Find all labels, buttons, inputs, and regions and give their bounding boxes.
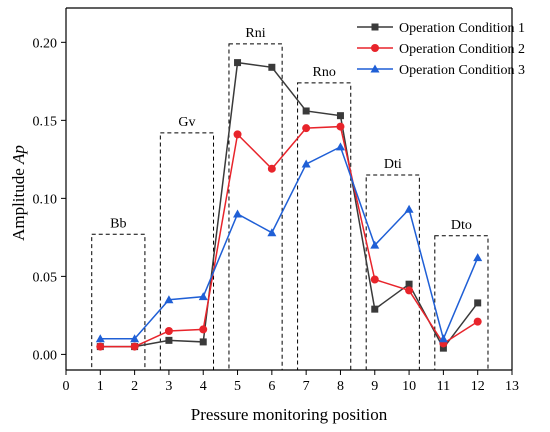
series-3-point-6 xyxy=(267,228,277,237)
legend-label-1: Operation Condition 1 xyxy=(399,21,525,36)
series-3-point-1 xyxy=(95,334,105,343)
series-1-point-5 xyxy=(234,59,242,67)
series-3-point-11 xyxy=(438,334,448,343)
series-3-point-9 xyxy=(370,240,380,249)
series-3-point-8 xyxy=(335,142,345,151)
series-2-point-3 xyxy=(164,326,173,335)
series-2-point-1 xyxy=(96,342,105,351)
x-tick-label-6: 6 xyxy=(268,379,275,394)
x-tick-label-11: 11 xyxy=(437,379,450,394)
x-tick-label-7: 7 xyxy=(303,379,310,394)
x-tick-label-3: 3 xyxy=(165,379,172,394)
series-3-point-2 xyxy=(130,334,140,343)
series-2 xyxy=(96,122,482,351)
series-1-point-11 xyxy=(439,344,447,352)
series-3 xyxy=(95,142,483,343)
series-2-point-10 xyxy=(405,286,414,295)
series-1-point-12 xyxy=(474,299,482,307)
region-label-rno: Rno xyxy=(312,65,335,80)
legend-marker-1 xyxy=(371,23,379,31)
legend-marker-2 xyxy=(371,44,379,52)
series-1-point-3 xyxy=(165,336,173,344)
y-axis-title-main: Amplitude xyxy=(9,164,28,241)
series-3-point-5 xyxy=(233,209,243,218)
x-axis-title: Pressure monitoring position xyxy=(191,405,388,424)
y-tick-label-3: 0.15 xyxy=(33,114,58,129)
series-2-point-6 xyxy=(267,164,276,173)
region-label-bb: Bb xyxy=(110,216,126,231)
x-tick-label-10: 10 xyxy=(402,379,416,394)
axes-layer: 0 1 2 3 4 5 6 7 8 9 10 11 12 130.000.050.100.150.20 xyxy=(33,7,519,394)
series-layer xyxy=(95,59,483,352)
y-tick-label-1: 0.05 xyxy=(33,270,58,285)
x-tick-label-2: 2 xyxy=(131,379,138,394)
region-label-rni: Rni xyxy=(245,26,265,41)
x-tick-label-4: 4 xyxy=(200,379,207,394)
series-3-point-12 xyxy=(473,253,483,262)
y-tick-label-2: 0.10 xyxy=(33,192,58,207)
series-1-point-9 xyxy=(371,305,379,313)
region-box-dti xyxy=(365,174,420,371)
x-tick-label-0: 0 xyxy=(63,379,70,394)
y-tick-label-4: 0.20 xyxy=(33,36,58,51)
x-tick-label-1: 1 xyxy=(97,379,104,394)
x-tick-label-13: 13 xyxy=(505,379,519,394)
series-3-point-7 xyxy=(301,159,311,168)
series-3-line xyxy=(100,145,479,342)
series-3-point-3 xyxy=(164,295,174,304)
y-axis-title-italic: Ap xyxy=(9,145,28,165)
series-1-point-10 xyxy=(405,280,413,288)
y-axis-title: Amplitude Ap xyxy=(9,145,28,241)
series-2-point-5 xyxy=(233,130,242,139)
series-2-point-12 xyxy=(473,317,482,326)
legend-label-3: Operation Condition 3 xyxy=(399,63,525,78)
series-2-point-9 xyxy=(370,275,379,284)
y-tick-label-0: 0.00 xyxy=(33,348,58,363)
x-tick-label-8: 8 xyxy=(337,379,344,394)
region-label-dti: Dti xyxy=(384,157,402,172)
series-2-point-2 xyxy=(130,342,139,351)
series-2-point-4 xyxy=(199,325,208,334)
series-1-line xyxy=(100,61,479,350)
series-1-point-6 xyxy=(268,63,276,71)
series-1-point-8 xyxy=(336,112,344,120)
legend: Operation Condition 1 Operation Condition… xyxy=(357,21,525,78)
x-tick-label-9: 9 xyxy=(371,379,378,394)
series-3-point-10 xyxy=(404,204,414,213)
legend-label-2: Operation Condition 2 xyxy=(399,42,525,57)
region-label-dto: Dto xyxy=(451,218,472,233)
series-2-point-7 xyxy=(302,124,311,133)
series-1-point-7 xyxy=(302,107,310,115)
region-label-gv: Gv xyxy=(178,115,195,130)
legend-marker-3 xyxy=(370,64,380,73)
series-1 xyxy=(96,59,482,352)
x-tick-label-12: 12 xyxy=(471,379,485,394)
region-box-rni xyxy=(228,43,283,371)
series-3-point-4 xyxy=(198,292,208,301)
series-2-line xyxy=(100,125,479,348)
region-box-bb xyxy=(91,233,146,371)
series-1-point-4 xyxy=(199,338,207,346)
x-tick-label-5: 5 xyxy=(234,379,241,394)
series-2-point-8 xyxy=(336,122,345,131)
